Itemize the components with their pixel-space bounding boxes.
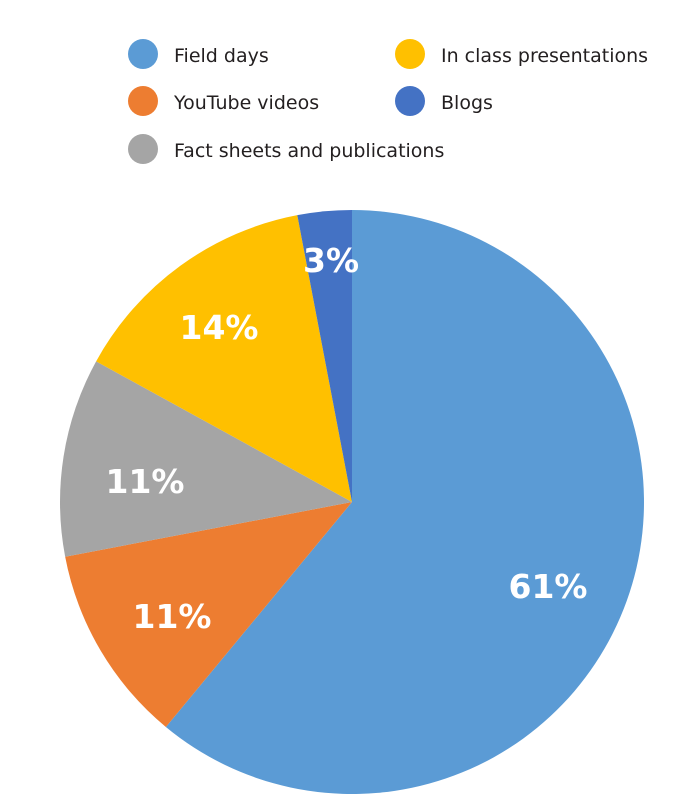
legend-label-field-days: Field days [174,45,269,67]
slice-label-field-days: 61% [509,567,588,606]
legend-label-fact-sheets-and-publications: Fact sheets and publications [174,140,444,162]
slice-label-youtube-videos: 11% [133,597,212,636]
pie-slice-labels: 61% 11% 11% 14% 3% [106,241,588,636]
legend-swatch-in-class-presentations [395,39,425,69]
pie-slice-youtube-videos [65,502,353,727]
legend-label-in-class-presentations: In class presentations [441,45,648,67]
legend-swatch-blogs [395,86,425,116]
pie-slice-field-days [165,210,644,794]
legend-swatch-fact-sheets-and-publications [128,134,158,164]
legend-swatch-youtube-videos [128,86,158,116]
legend-label-blogs: Blogs [441,92,493,114]
pie-slice-in-class-presentations [96,215,353,503]
slice-label-in-class-presentations: 14% [180,308,259,347]
slice-label-fact-sheets-and-publications: 11% [106,462,185,501]
legend-swatch-field-days [128,39,158,69]
pie-slice-fact-sheets-and-publications [59,361,352,557]
pie-slice-blogs [297,210,352,502]
slice-label-blogs: 3% [303,241,359,280]
legend-label-youtube-videos: YouTube videos [173,92,319,114]
pie-slices [59,210,644,794]
legend: Field days In class presentations YouTube … [128,39,648,164]
